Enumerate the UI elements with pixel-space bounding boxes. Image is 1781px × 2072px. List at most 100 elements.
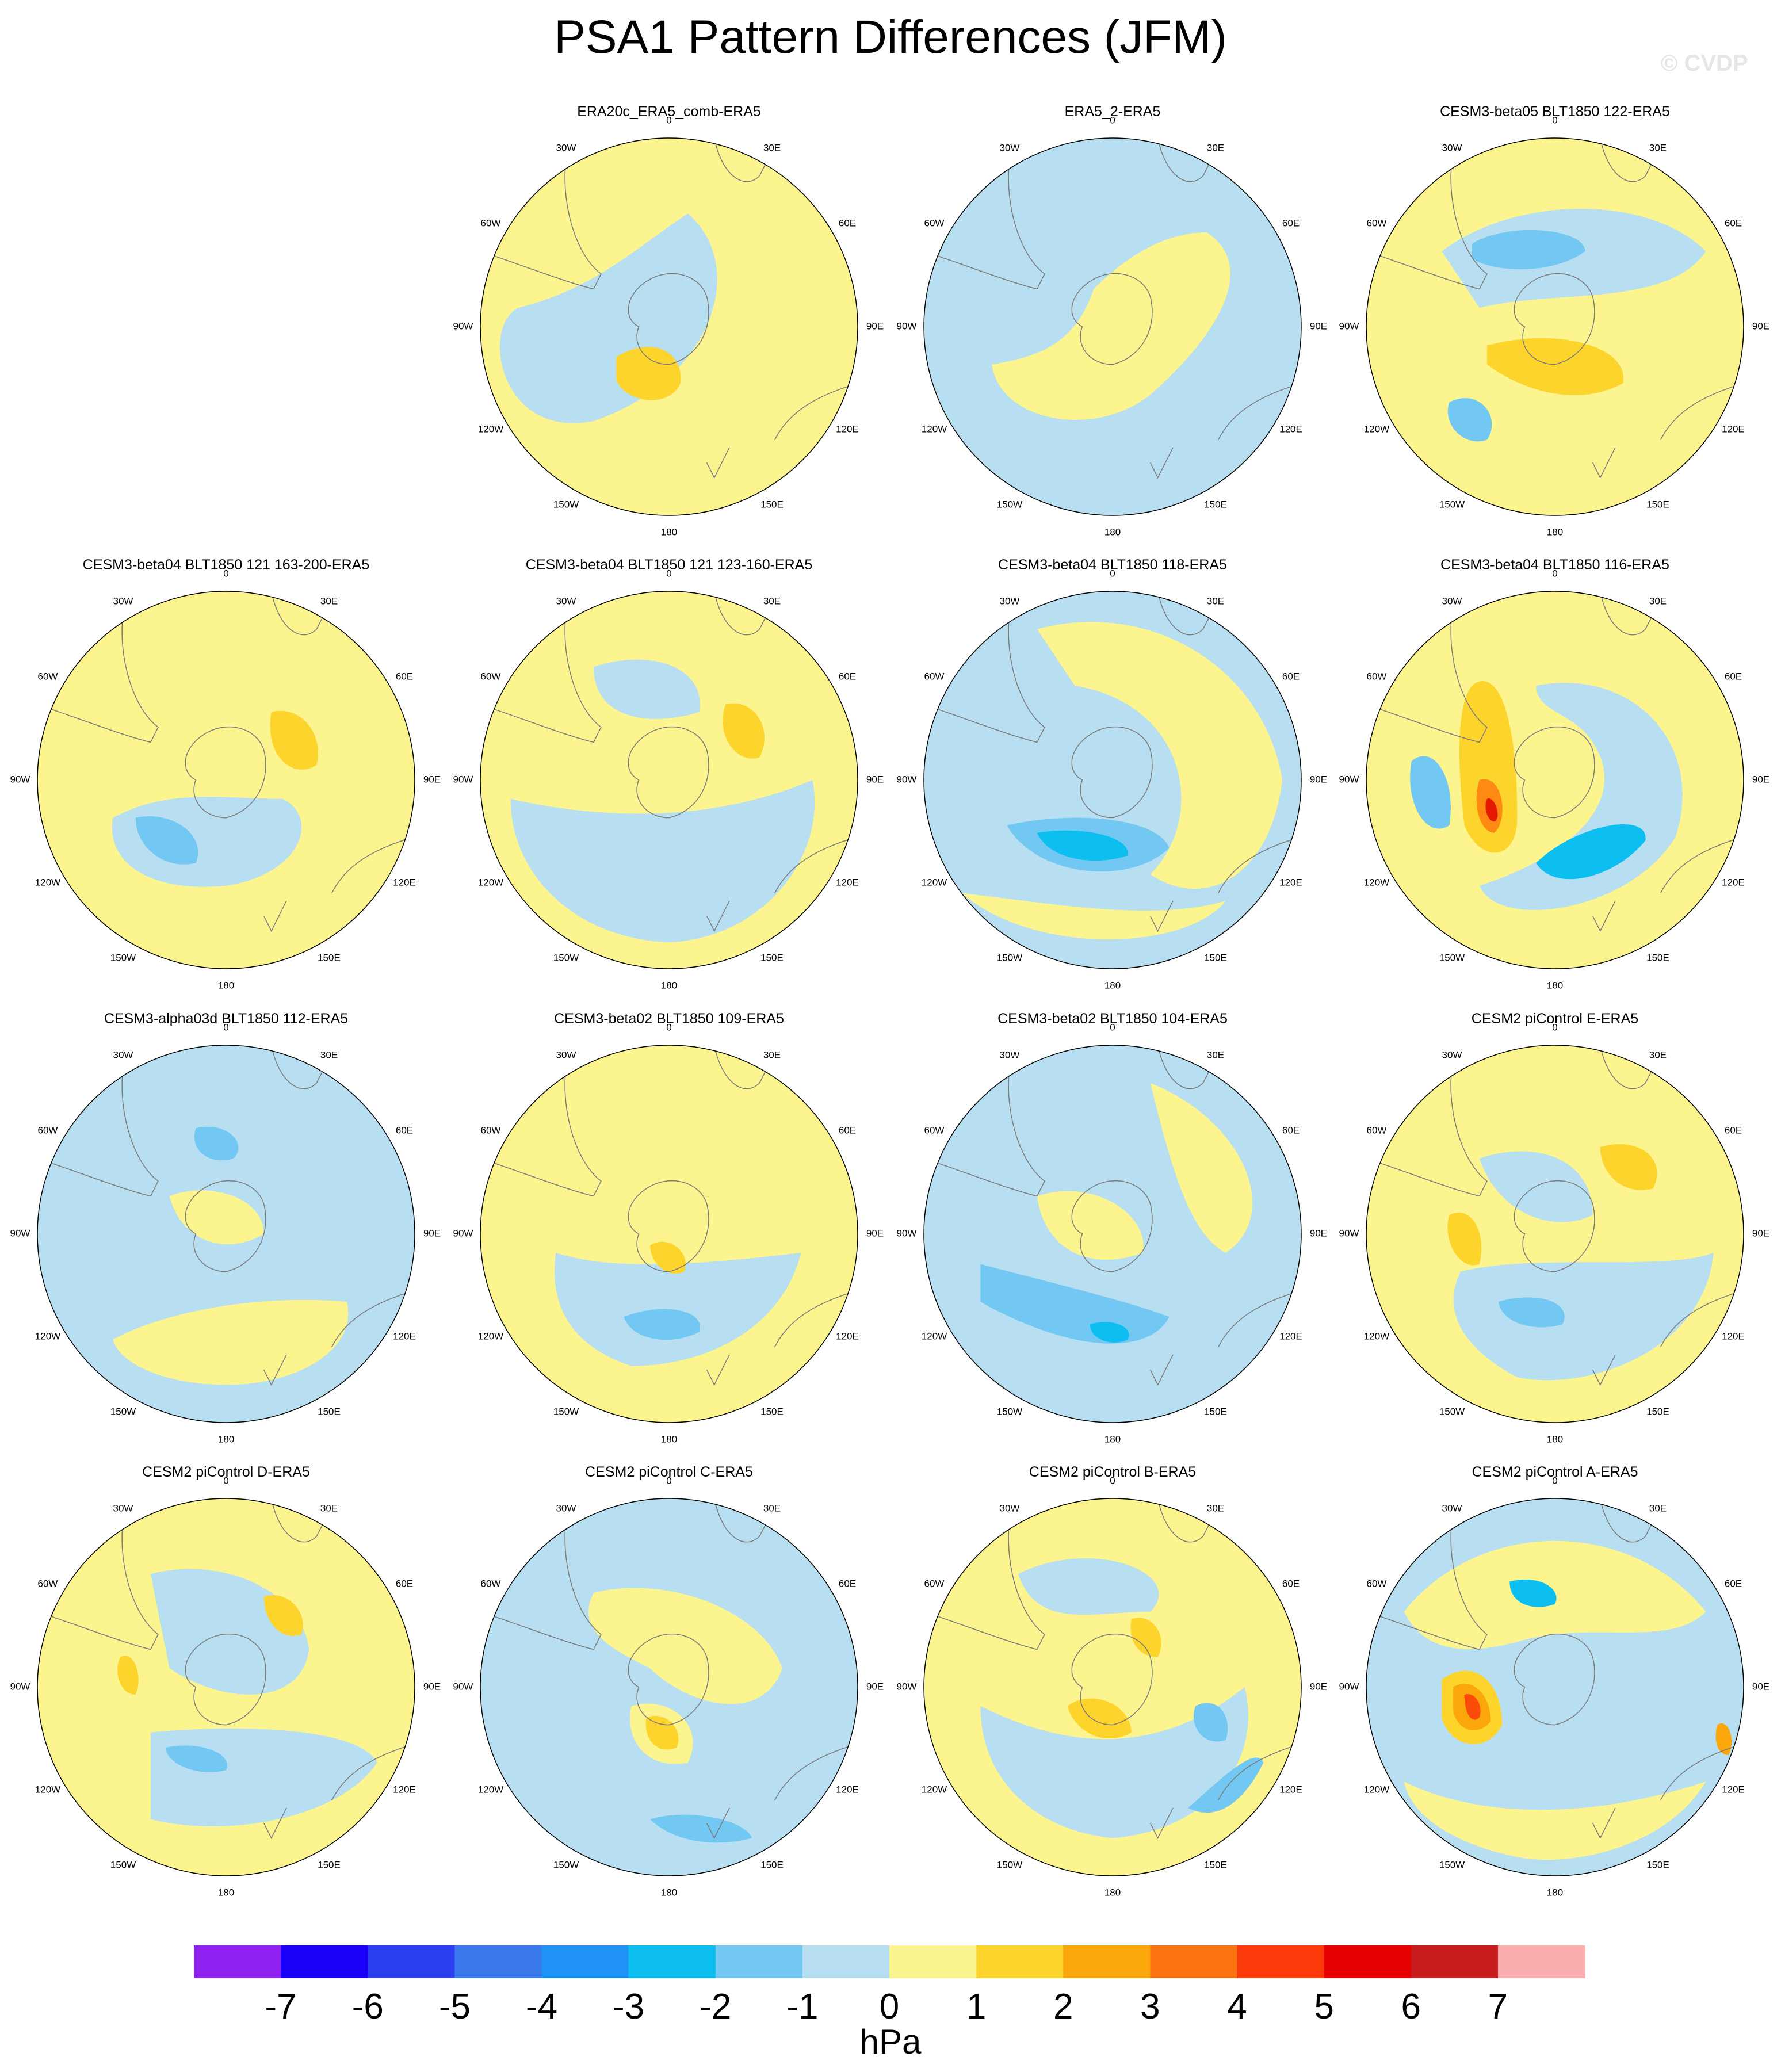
panel-title: CESM3-alpha03d BLT1850 112-ERA5	[104, 1011, 348, 1027]
longitude-label: 60E	[1282, 1578, 1300, 1589]
longitude-label: 150W	[997, 1406, 1022, 1417]
australia-coastline	[1592, 836, 1744, 932]
panel-title: CESM2 piControl A-ERA5	[1472, 1464, 1638, 1480]
longitude-label: 150E	[318, 1406, 341, 1417]
australia-coastline	[263, 836, 415, 932]
antarctica-coastline	[1071, 273, 1153, 365]
contour-region	[135, 816, 198, 865]
longitude-label: 0	[1552, 1475, 1557, 1486]
longitude-label: 60W	[924, 217, 945, 228]
longitude-label: 30E	[1207, 1049, 1224, 1060]
longitude-label: 0	[223, 1475, 228, 1486]
longitude-label: 120W	[922, 423, 947, 434]
colorbar-swatch	[1150, 1945, 1237, 1978]
antarctica-coastline	[628, 726, 709, 819]
map-panels: ERA20c_ERA5_comb-ERA5030E60E90E120E150E1…	[10, 104, 1770, 1898]
longitude-label: 150W	[110, 1859, 136, 1870]
map-border	[923, 1045, 1302, 1423]
antarctica-coastline	[1514, 726, 1595, 819]
south-america-coastline	[1366, 1498, 1488, 1650]
colorbar-label: -5	[439, 1987, 471, 2027]
longitude-label: 60E	[839, 671, 856, 682]
contour-region	[270, 710, 318, 770]
contour-region	[1410, 756, 1451, 829]
antarctica-coastline	[1071, 726, 1153, 819]
longitude-label: 150W	[553, 1406, 579, 1417]
panel-title: CESM2 piControl B-ERA5	[1029, 1464, 1196, 1480]
australia-coastline	[263, 1290, 415, 1386]
longitude-label: 90E	[1310, 320, 1327, 331]
longitude-label: 150E	[1646, 952, 1669, 963]
longitude-label: 60E	[1282, 217, 1300, 228]
south-america-coastline	[480, 138, 602, 290]
contour-region	[1498, 1297, 1565, 1328]
contour-region	[113, 1299, 349, 1385]
longitude-label: 30W	[1442, 595, 1462, 606]
south-america-coastline	[924, 1045, 1045, 1197]
map-border	[1366, 1498, 1744, 1876]
longitude-label: 0	[1552, 568, 1557, 579]
panel-title: CESM3-beta02 BLT1850 109-ERA5	[554, 1011, 784, 1027]
longitude-label: 60W	[924, 1125, 945, 1136]
contour-region	[1130, 1618, 1161, 1657]
contour-region	[169, 1190, 264, 1245]
antarctica-coastline	[628, 1633, 709, 1726]
longitude-label: 120W	[478, 877, 503, 888]
australia-coastline	[263, 1743, 415, 1840]
map-border	[1366, 1045, 1744, 1423]
colorbar-label: -3	[613, 1987, 644, 2027]
longitude-label: 0	[223, 568, 228, 579]
longitude-label: 30W	[1000, 595, 1020, 606]
longitude-label: 150E	[760, 499, 784, 510]
longitude-label: 180	[1547, 1433, 1563, 1444]
contour-region	[980, 1687, 1248, 1838]
longitude-label: 30W	[556, 142, 576, 153]
south-america-coastline	[37, 1498, 159, 1650]
longitude-label: 150E	[1646, 499, 1669, 510]
longitude-label: 90E	[866, 320, 884, 331]
contour-region	[723, 703, 765, 759]
longitude-label: 90W	[1339, 1681, 1359, 1692]
antarctica-coastline	[185, 726, 266, 819]
australia-coastline	[1149, 1743, 1301, 1840]
longitude-label: 90E	[423, 1681, 441, 1692]
longitude-label: 60E	[839, 1125, 856, 1136]
longitude-label: 120E	[1722, 1331, 1745, 1341]
colorbar-label: -1	[786, 1987, 818, 2027]
contour-region	[1037, 830, 1128, 861]
longitude-label: 60W	[481, 1125, 501, 1136]
longitude-label: 120W	[922, 1331, 947, 1341]
longitude-label: 60W	[924, 671, 945, 682]
longitude-label: 120W	[922, 1784, 947, 1795]
longitude-label: 120E	[836, 1331, 859, 1341]
longitude-label: 180	[1547, 980, 1563, 991]
longitude-label: 30E	[1649, 142, 1667, 153]
longitude-label: 120W	[1364, 877, 1389, 888]
longitude-label: 60W	[481, 671, 501, 682]
south-america-coastline	[924, 138, 1045, 290]
longitude-label: 0	[1110, 1022, 1115, 1033]
longitude-label: 60E	[1725, 671, 1742, 682]
longitude-label: 0	[223, 1022, 228, 1033]
panel-title: CESM2 piControl C-ERA5	[585, 1464, 753, 1480]
australia-coastline	[1149, 383, 1301, 479]
longitude-label: 30W	[113, 1503, 133, 1513]
colorbar-swatch	[194, 1945, 281, 1978]
colorbar-swatch	[628, 1945, 716, 1978]
map-border	[1366, 591, 1744, 969]
longitude-label: 120E	[836, 423, 859, 434]
longitude-label: 60E	[1282, 1125, 1300, 1136]
longitude-label: 150E	[1646, 1859, 1669, 1870]
colorbar-swatch	[1063, 1945, 1151, 1978]
south-america-coastline	[1366, 591, 1488, 743]
longitude-label: 90E	[1310, 1228, 1327, 1238]
contour-region	[1037, 1191, 1144, 1260]
longitude-label: 0	[1552, 1022, 1557, 1033]
antarctica-coastline	[185, 1633, 266, 1726]
contour-region	[166, 1745, 228, 1772]
australia-coastline	[1592, 383, 1744, 479]
